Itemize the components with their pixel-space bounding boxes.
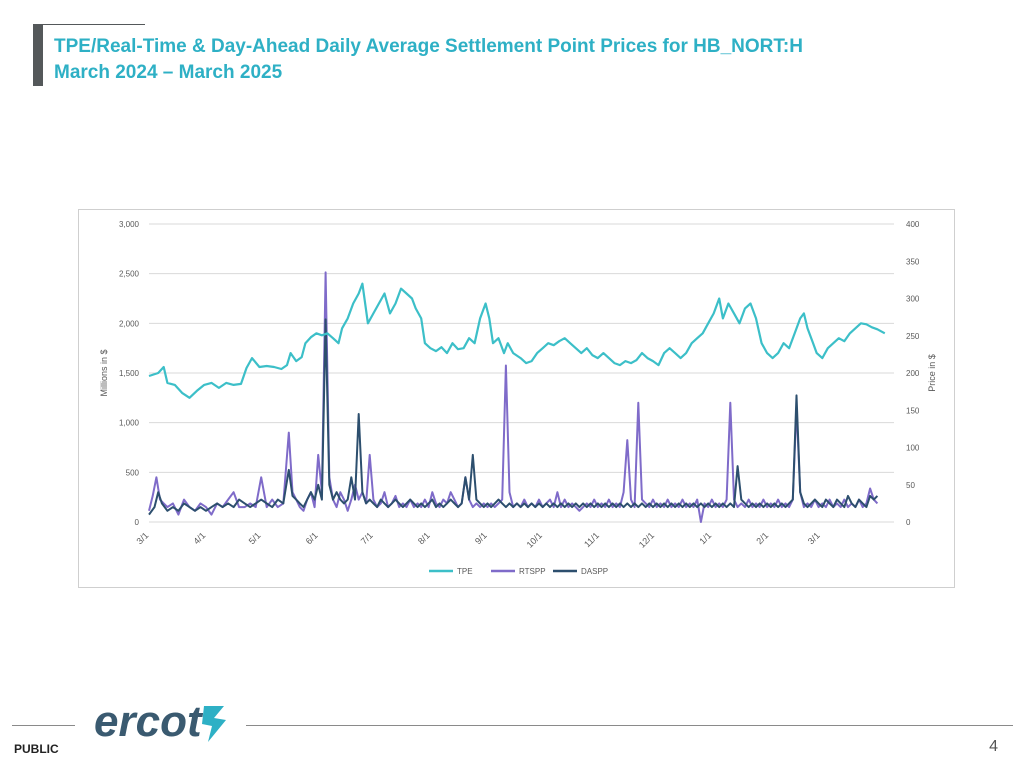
y-tick-label: 2,500 bbox=[119, 270, 140, 279]
y2-tick-label: 400 bbox=[906, 220, 920, 229]
y2-tick-label: 150 bbox=[906, 406, 920, 415]
slide-title-line-1: TPE/Real-Time & Day-Ahead Daily Average … bbox=[54, 36, 803, 57]
x-tick-label: 10/1 bbox=[525, 530, 544, 549]
x-tick-label: 7/1 bbox=[359, 530, 375, 546]
x-tick-label: 5/1 bbox=[247, 530, 263, 546]
y-tick-label: 500 bbox=[126, 468, 140, 477]
classification-label: PUBLIC bbox=[14, 742, 59, 756]
series-line-daspp bbox=[148, 318, 879, 516]
y2-tick-label: 100 bbox=[906, 444, 920, 453]
x-tick-label: 3/1 bbox=[134, 530, 150, 546]
legend-label-tpe: TPE bbox=[457, 567, 473, 576]
ercot-logo-text: ercot bbox=[94, 698, 204, 746]
series-line-tpe bbox=[148, 282, 886, 399]
slide-title-line-2: March 2024 – March 2025 bbox=[54, 62, 283, 83]
y-tick-label: 1,500 bbox=[119, 369, 140, 378]
y-tick-label: 1,000 bbox=[119, 419, 140, 428]
ercot-logo: ercot bbox=[94, 698, 226, 746]
x-tick-label: 3/1 bbox=[806, 530, 822, 546]
x-tick-label: 2/1 bbox=[754, 530, 770, 546]
x-tick-label: 6/1 bbox=[304, 530, 320, 546]
y2-tick-label: 200 bbox=[906, 369, 920, 378]
y2-tick-label: 0 bbox=[906, 518, 911, 527]
chart-container: 0 500 1,000 1,500 2,000 2,500 3,000 0 50 100 150 20… bbox=[78, 209, 955, 588]
page-number: 4 bbox=[989, 738, 998, 755]
y-tick-label: 3,000 bbox=[119, 220, 140, 229]
y2-tick-label: 350 bbox=[906, 257, 920, 266]
legend-label-rtspp: RTSPP bbox=[519, 567, 546, 576]
x-tick-label: 4/1 bbox=[192, 530, 208, 546]
series-line-rtspp bbox=[148, 271, 879, 523]
title-accent-rule bbox=[43, 24, 145, 25]
legend-label-daspp: DASPP bbox=[581, 567, 608, 576]
price-chart: 0 500 1,000 1,500 2,000 2,500 3,000 0 50 100 150 20… bbox=[99, 220, 937, 576]
footer-divider-right bbox=[246, 725, 1013, 726]
footer-divider-left bbox=[12, 725, 75, 726]
x-tick-label: 8/1 bbox=[416, 530, 432, 546]
y2-tick-label: 250 bbox=[906, 332, 920, 341]
x-tick-label: 1/1 bbox=[697, 530, 713, 546]
y-axis-title: Millions in $ bbox=[99, 349, 109, 396]
x-tick-label: 11/1 bbox=[582, 530, 601, 549]
y-tick-label: 2,000 bbox=[119, 319, 140, 328]
y2-tick-label: 50 bbox=[906, 481, 915, 490]
y2-tick-label: 300 bbox=[906, 295, 920, 304]
y2-axis-title: Price in $ bbox=[927, 354, 937, 392]
title-accent-bar bbox=[33, 24, 43, 86]
slide-title: TPE/Real-Time & Day-Ahead Daily Average … bbox=[54, 34, 803, 86]
ercot-logo-mark-icon bbox=[202, 706, 226, 742]
y-tick-label: 0 bbox=[135, 518, 140, 527]
x-tick-label: 12/1 bbox=[637, 530, 656, 549]
x-tick-label: 9/1 bbox=[473, 530, 489, 546]
